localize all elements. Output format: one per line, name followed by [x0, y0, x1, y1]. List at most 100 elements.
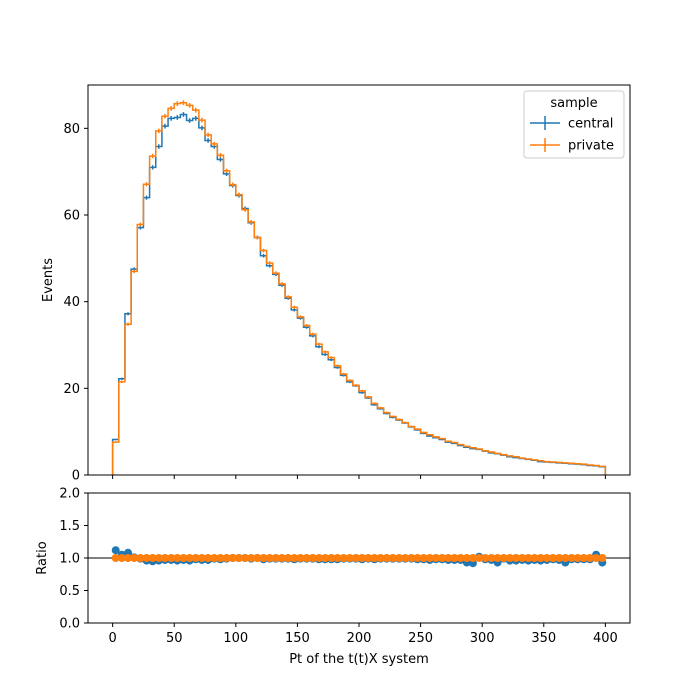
ratio-y-tick-label: 0.5 — [59, 584, 80, 599]
x-tick-label: 200 — [347, 631, 372, 646]
ratio-point-1-72 — [555, 554, 564, 562]
ratio-point-1-12 — [185, 554, 194, 562]
ratio-point-1-59 — [475, 554, 484, 562]
x-tick-label: 250 — [408, 631, 433, 646]
ratio-y-tick-label: 1.0 — [59, 552, 80, 567]
legend-label: central — [568, 117, 613, 132]
ratio-point-1-21 — [241, 554, 250, 562]
ratio-point-1-15 — [204, 554, 213, 562]
ratio-point-1-29 — [290, 554, 299, 562]
ratio-point-0-0 — [111, 546, 120, 555]
ratio-point-1-71 — [549, 554, 558, 562]
ratio-x-ticks: 0 50 100 150 200 250 300 350 400 — [108, 623, 618, 646]
series-private — [111, 100, 607, 475]
ratio-y-tick-label: 0.0 — [59, 617, 80, 632]
ratio-point-1-48 — [407, 554, 416, 562]
ratio-point-1-34 — [321, 554, 330, 562]
legend-title: sample — [550, 96, 597, 111]
ratio-point-1-8 — [160, 554, 169, 562]
ratio-point-1-5 — [142, 554, 151, 562]
ratio-point-1-67 — [524, 554, 533, 562]
ratio-point-1-14 — [197, 554, 206, 562]
ratio-point-1-65 — [512, 554, 521, 562]
ratio-y-tick-label: 1.5 — [59, 519, 80, 534]
ratio-point-1-51 — [425, 554, 434, 562]
ratio-point-1-28 — [284, 554, 293, 562]
ratio-point-1-70 — [542, 554, 551, 562]
ratio-point-1-68 — [530, 554, 539, 562]
main-y-ticks: 0 20 40 60 80 — [63, 122, 88, 484]
ratio-point-1-1 — [117, 554, 126, 562]
ratio-point-1-73 — [561, 554, 570, 562]
ratio-point-1-17 — [216, 554, 225, 562]
x-tick-label: 400 — [593, 631, 618, 646]
ratio-point-1-77 — [585, 554, 594, 562]
main-y-tick-label: 40 — [63, 295, 80, 310]
legend-entry-central: central — [530, 116, 613, 132]
ratio-point-1-37 — [339, 554, 348, 562]
ratio-point-1-9 — [167, 554, 176, 562]
ratio-point-1-79 — [598, 554, 607, 562]
ratio-point-1-4 — [136, 554, 145, 562]
ratio-point-1-11 — [179, 554, 188, 562]
main-x-ticks — [112, 475, 606, 479]
x-tick-label: 300 — [470, 631, 495, 646]
ratio-point-1-53 — [438, 554, 447, 562]
x-tick-label: 100 — [223, 631, 248, 646]
ratio-point-1-42 — [370, 554, 379, 562]
ratio-point-1-2 — [124, 554, 133, 562]
ratio-point-1-58 — [468, 554, 477, 562]
ratio-point-1-18 — [222, 554, 231, 562]
ratio-point-1-61 — [487, 554, 496, 562]
ratio-point-1-63 — [499, 554, 508, 562]
ratio-point-1-6 — [148, 554, 157, 562]
ratio-point-1-44 — [382, 554, 391, 562]
ratio-point-1-76 — [579, 554, 588, 562]
ratio-plot-area — [88, 546, 630, 568]
legend-entries: central private — [530, 116, 614, 154]
ratio-point-1-0 — [111, 554, 120, 562]
ratio-point-1-75 — [573, 554, 582, 562]
ratio-panel: 0.0 0.5 1.0 1.5 2.0 0 50 100 150 200 250 300 350 400… — [35, 487, 631, 667]
ratio-point-1-64 — [505, 554, 514, 562]
ratio-point-1-46 — [395, 554, 404, 562]
step-line-private — [111, 102, 607, 475]
ratio-point-1-32 — [308, 554, 317, 562]
ratio-series-1 — [111, 554, 607, 562]
legend-entry-private: private — [530, 138, 614, 154]
legend-box — [523, 90, 625, 159]
ratio-point-1-30 — [296, 554, 305, 562]
x-axis-label: Pt of the t(t)X system — [289, 652, 429, 667]
ratio-point-1-66 — [518, 554, 527, 562]
ratio-point-1-78 — [592, 554, 601, 562]
ratio-point-1-69 — [536, 554, 545, 562]
ratio-point-1-52 — [431, 554, 440, 562]
legend: sample central private — [523, 90, 625, 159]
ratio-y-ticks: 0.0 0.5 1.0 1.5 2.0 — [59, 487, 88, 632]
ratio-point-1-45 — [388, 554, 397, 562]
ratio-point-1-54 — [444, 554, 453, 562]
x-tick-label: 150 — [285, 631, 310, 646]
main-y-axis-label: Events — [41, 258, 56, 302]
x-tick-label: 0 — [108, 631, 116, 646]
ratio-point-1-36 — [333, 554, 342, 562]
ratio-point-1-16 — [210, 554, 219, 562]
main-y-tick-label: 20 — [63, 382, 80, 397]
ratio-point-1-20 — [234, 554, 243, 562]
x-tick-label: 50 — [166, 631, 183, 646]
ratio-point-1-39 — [351, 554, 360, 562]
ratio-point-1-33 — [314, 554, 323, 562]
ratio-point-1-23 — [253, 554, 262, 562]
ratio-point-1-55 — [450, 554, 459, 562]
ratio-point-1-60 — [481, 554, 490, 562]
main-plot-area — [111, 100, 607, 475]
ratio-point-1-62 — [493, 554, 502, 562]
main-y-tick-label: 80 — [63, 122, 80, 137]
x-tick-label: 350 — [531, 631, 556, 646]
ratio-point-1-10 — [173, 554, 182, 562]
ratio-point-1-35 — [327, 554, 336, 562]
main-y-tick-label: 0 — [72, 469, 80, 484]
ratio-y-tick-label: 2.0 — [59, 487, 80, 502]
ratio-point-1-24 — [259, 554, 268, 562]
